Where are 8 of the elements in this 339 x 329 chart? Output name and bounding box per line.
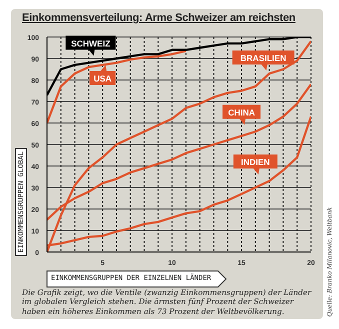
series-label: CHINA [228, 107, 255, 118]
series-label: SCHWEIZ [71, 38, 110, 48]
line-series [47, 50, 188, 124]
series-label: BRASILIEN [240, 53, 286, 64]
line-series [47, 40, 311, 252]
chart-title: Einkommensverteilung: Arme Schweizer am reichsten [22, 12, 296, 24]
series-label: USA [94, 73, 112, 84]
series-label: INDIEN [241, 157, 270, 167]
